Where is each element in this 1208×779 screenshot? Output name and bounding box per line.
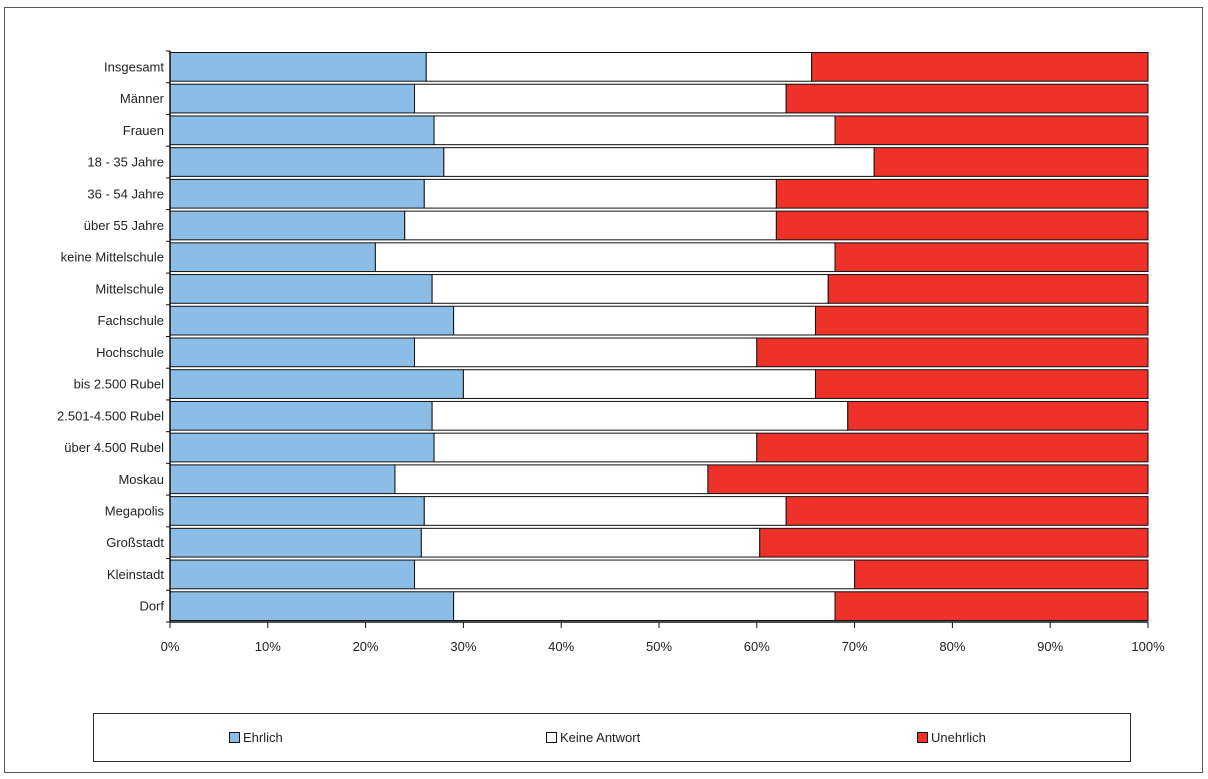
bar-keine-antwort-36-54-jahre bbox=[423, 178, 777, 209]
bar-ehrlich-mittelschule bbox=[169, 274, 433, 304]
x-tick-label-30pct: 30% bbox=[450, 639, 476, 654]
bar-ehrlich-frauen bbox=[169, 115, 435, 146]
y-label-hochschule: Hochschule bbox=[96, 345, 164, 360]
bar-unehrlich-keine-mittelschule bbox=[834, 242, 1149, 273]
bar-unehrlich-männer bbox=[785, 83, 1149, 114]
bar-keine-antwort-hochschule bbox=[414, 337, 758, 368]
x-tick-label-60pct: 60% bbox=[744, 639, 770, 654]
bar-ehrlich-dorf bbox=[169, 591, 455, 621]
bar-ehrlich-moskau bbox=[169, 464, 396, 495]
bar-unehrlich-2-501-4-500-rubel bbox=[847, 400, 1149, 431]
y-label-moskau: Moskau bbox=[118, 472, 164, 487]
y-label-dorf: Dorf bbox=[139, 599, 164, 614]
bar-unehrlich-fachschule bbox=[814, 305, 1149, 336]
bar-ehrlich-2-501-4-500-rubel bbox=[169, 400, 433, 431]
y-label-männer: Männer bbox=[120, 91, 165, 106]
legend: Ehrlich Keine Antwort Unehrlich bbox=[93, 713, 1131, 762]
legend-swatch-unehrlich bbox=[917, 732, 928, 743]
y-label-2-501-4-500-rubel: 2.501-4.500 Rubel bbox=[57, 408, 164, 423]
x-tick-label-70pct: 70% bbox=[842, 639, 868, 654]
x-tick-label-40pct: 40% bbox=[548, 639, 574, 654]
bar-ehrlich-keine-mittelschule bbox=[169, 242, 376, 273]
y-label-insgesamt: Insgesamt bbox=[104, 59, 164, 74]
y-label-kleinstadt: Kleinstadt bbox=[107, 567, 164, 582]
bar-unehrlich-hochschule bbox=[756, 337, 1149, 368]
bar-unehrlich-großstadt bbox=[759, 527, 1149, 558]
bar-ehrlich-kleinstadt bbox=[169, 559, 415, 590]
y-label-über-4-500-rubel: über 4.500 Rubel bbox=[64, 440, 164, 455]
x-tick-label-10pct: 10% bbox=[255, 639, 281, 654]
y-label-36-54-jahre: 36 - 54 Jahre bbox=[87, 186, 164, 201]
bar-unehrlich-über-4-500-rubel bbox=[756, 432, 1149, 463]
bar-keine-antwort-keine-mittelschule bbox=[374, 242, 836, 273]
bar-unehrlich-18-35-jahre bbox=[873, 147, 1149, 177]
bar-unehrlich-megapolis bbox=[785, 496, 1149, 526]
y-label-frauen: Frauen bbox=[123, 123, 164, 138]
bar-ehrlich-großstadt bbox=[169, 527, 422, 558]
bar-unehrlich-frauen bbox=[834, 115, 1149, 146]
bar-ehrlich-36-54-jahre bbox=[169, 178, 425, 209]
bar-keine-antwort-bis-2-500-rubel bbox=[462, 369, 816, 399]
y-label-bis-2-500-rubel: bis 2.500 Rubel bbox=[74, 377, 164, 392]
bar-keine-antwort-über-55-jahre bbox=[404, 210, 777, 241]
y-label-keine-mittelschule: keine Mittelschule bbox=[61, 250, 164, 265]
bar-keine-antwort-megapolis bbox=[423, 496, 787, 526]
bar-unehrlich-bis-2-500-rubel bbox=[814, 369, 1149, 399]
bar-ehrlich-18-35-jahre bbox=[169, 147, 445, 177]
bar-keine-antwort-insgesamt bbox=[425, 52, 813, 82]
bar-ehrlich-megapolis bbox=[169, 496, 425, 526]
legend-label-unehrlich: Unehrlich bbox=[931, 730, 986, 745]
x-tick-label-90pct: 90% bbox=[1037, 639, 1063, 654]
bar-ehrlich-hochschule bbox=[169, 337, 415, 368]
bar-unehrlich-mittelschule bbox=[827, 274, 1149, 304]
x-tick-label-0pct: 0% bbox=[161, 639, 180, 654]
bar-ehrlich-über-4-500-rubel bbox=[169, 432, 435, 463]
bar-keine-antwort-fachschule bbox=[453, 305, 816, 336]
y-label-18-35-jahre: 18 - 35 Jahre bbox=[87, 155, 164, 170]
x-tick-label-20pct: 20% bbox=[353, 639, 379, 654]
bar-keine-antwort-dorf bbox=[453, 591, 836, 621]
bar-keine-antwort-über-4-500-rubel bbox=[433, 432, 758, 463]
bar-unehrlich-kleinstadt bbox=[854, 559, 1149, 590]
bar-ehrlich-männer bbox=[169, 83, 415, 114]
legend-swatch-keine-antwort bbox=[546, 732, 557, 743]
x-tick-label-100pct: 100% bbox=[1131, 639, 1165, 654]
y-label-fachschule: Fachschule bbox=[98, 313, 164, 328]
bar-keine-antwort-moskau bbox=[394, 464, 709, 495]
bar-unehrlich-36-54-jahre bbox=[775, 178, 1149, 209]
legend-item-ehrlich: Ehrlich bbox=[229, 730, 283, 745]
y-label-großstadt: Großstadt bbox=[106, 535, 164, 550]
bar-unehrlich-dorf bbox=[834, 591, 1149, 621]
bar-unehrlich-moskau bbox=[707, 464, 1149, 495]
bar-keine-antwort-großstadt bbox=[420, 527, 761, 558]
bar-ehrlich-über-55-jahre bbox=[169, 210, 406, 241]
bar-keine-antwort-kleinstadt bbox=[414, 559, 856, 590]
x-tick-label-80pct: 80% bbox=[939, 639, 965, 654]
bar-unehrlich-über-55-jahre bbox=[775, 210, 1149, 241]
bar-keine-antwort-mittelschule bbox=[431, 274, 829, 304]
bar-keine-antwort-frauen bbox=[433, 115, 836, 146]
bar-ehrlich-bis-2-500-rubel bbox=[169, 369, 464, 399]
bar-ehrlich-fachschule bbox=[169, 305, 455, 336]
bar-keine-antwort-18-35-jahre bbox=[443, 147, 875, 177]
legend-item-keine-antwort: Keine Antwort bbox=[546, 730, 640, 745]
bar-unehrlich-insgesamt bbox=[811, 52, 1149, 82]
bar-ehrlich-insgesamt bbox=[169, 52, 427, 82]
bar-keine-antwort-2-501-4-500-rubel bbox=[431, 400, 849, 431]
legend-label-ehrlich: Ehrlich bbox=[243, 730, 283, 745]
legend-swatch-ehrlich bbox=[229, 732, 240, 743]
x-tick-label-50pct: 50% bbox=[646, 639, 672, 654]
bar-keine-antwort-männer bbox=[414, 83, 787, 114]
y-label-megapolis: Megapolis bbox=[105, 503, 165, 518]
y-label-über-55-jahre: über 55 Jahre bbox=[84, 218, 164, 233]
legend-label-keine-antwort: Keine Antwort bbox=[560, 730, 641, 745]
legend-item-unehrlich: Unehrlich bbox=[917, 730, 986, 745]
y-label-mittelschule: Mittelschule bbox=[95, 281, 164, 296]
